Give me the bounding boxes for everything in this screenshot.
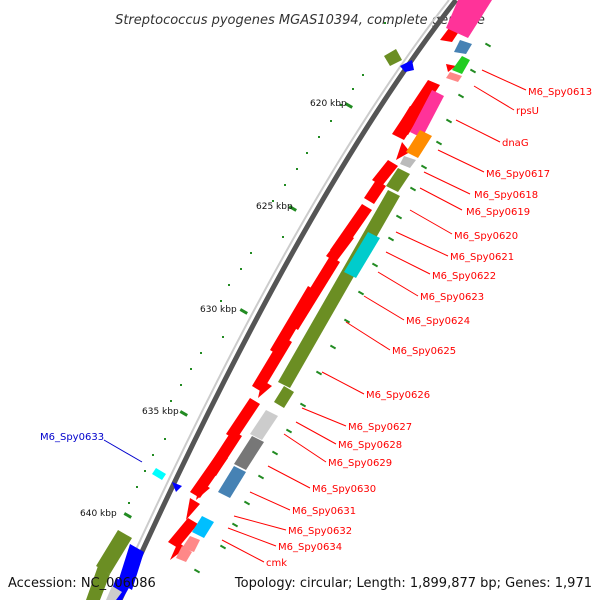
tick-label-640: 640 kbp [80,509,117,519]
left-strand-top-features [384,49,414,72]
tick-label-635: 635 kbp [142,407,179,417]
gene-label-m6-spy0618: M6_Spy0618 [474,190,538,201]
gene-label-m6-spy0621: M6_Spy0621 [450,252,514,263]
tick-label-630: 630 kbp [200,305,237,315]
gene-label-rpsu: rpsU [516,106,539,117]
gene-label-m6-spy0629: M6_Spy0629 [328,458,392,469]
reverse-strand-features [176,0,492,562]
gene-label-m6-spy0625: M6_Spy0625 [392,346,456,357]
backbone-ring [112,0,458,600]
blue-feature [400,60,414,72]
kbp-tick-labels: 620 kbp 625 kbp 630 kbp 635 kbp 640 kbp [80,99,347,519]
gene-label-m6-spy0623: M6_Spy0623 [420,292,484,303]
gene-label-leaders [221,69,527,563]
gene-label-m6-spy0620: M6_Spy0620 [454,231,518,242]
gene-label-m6-spy0634: M6_Spy0634 [278,542,342,553]
gene-label-m6-spy0628: M6_Spy0628 [338,440,402,451]
gene-label-m6-spy0626: M6_Spy0626 [366,390,430,401]
gene-label-dnag: dnaG [502,138,529,149]
spy0633-feature [152,468,182,492]
spy0633-leader [103,439,143,463]
gene-label-m6-spy0619: M6_Spy0619 [466,207,530,218]
gene-label-m6-spy0633: M6_Spy0633 [40,432,104,443]
gene-label-m6-spy0627: M6_Spy0627 [348,422,412,433]
gene-label-m6-spy0624: M6_Spy0624 [406,316,470,327]
kbp-ticks [123,102,353,519]
gene-label-m6-spy0613: M6_Spy0613 [528,87,592,98]
accession-text: Accession: NC_006086 [8,576,156,591]
gene-labels: M6_Spy0613 rpsU dnaG M6_Spy0617 M6_Spy06… [40,87,592,569]
olive-feature [384,49,402,66]
tick-label-625: 625 kbp [256,202,293,212]
gene-label-m6-spy0632: M6_Spy0632 [288,526,352,537]
gene-label-m6-spy0630: M6_Spy0630 [312,484,376,495]
gene-label-cmk: cmk [266,558,287,569]
dotted-track [104,22,492,574]
tick-label-620: 620 kbp [310,99,347,109]
map-title: Streptococcus pyogenes MGAS10394, comple… [115,13,485,28]
gene-label-m6-spy0622: M6_Spy0622 [432,271,496,282]
genome-summary-text: Topology: circular; Length: 1,899,877 bp… [234,576,592,591]
left-strand-bottom-features [86,530,144,600]
gene-label-m6-spy0617: M6_Spy0617 [486,169,550,180]
gene-label-m6-spy0631: M6_Spy0631 [292,506,356,517]
